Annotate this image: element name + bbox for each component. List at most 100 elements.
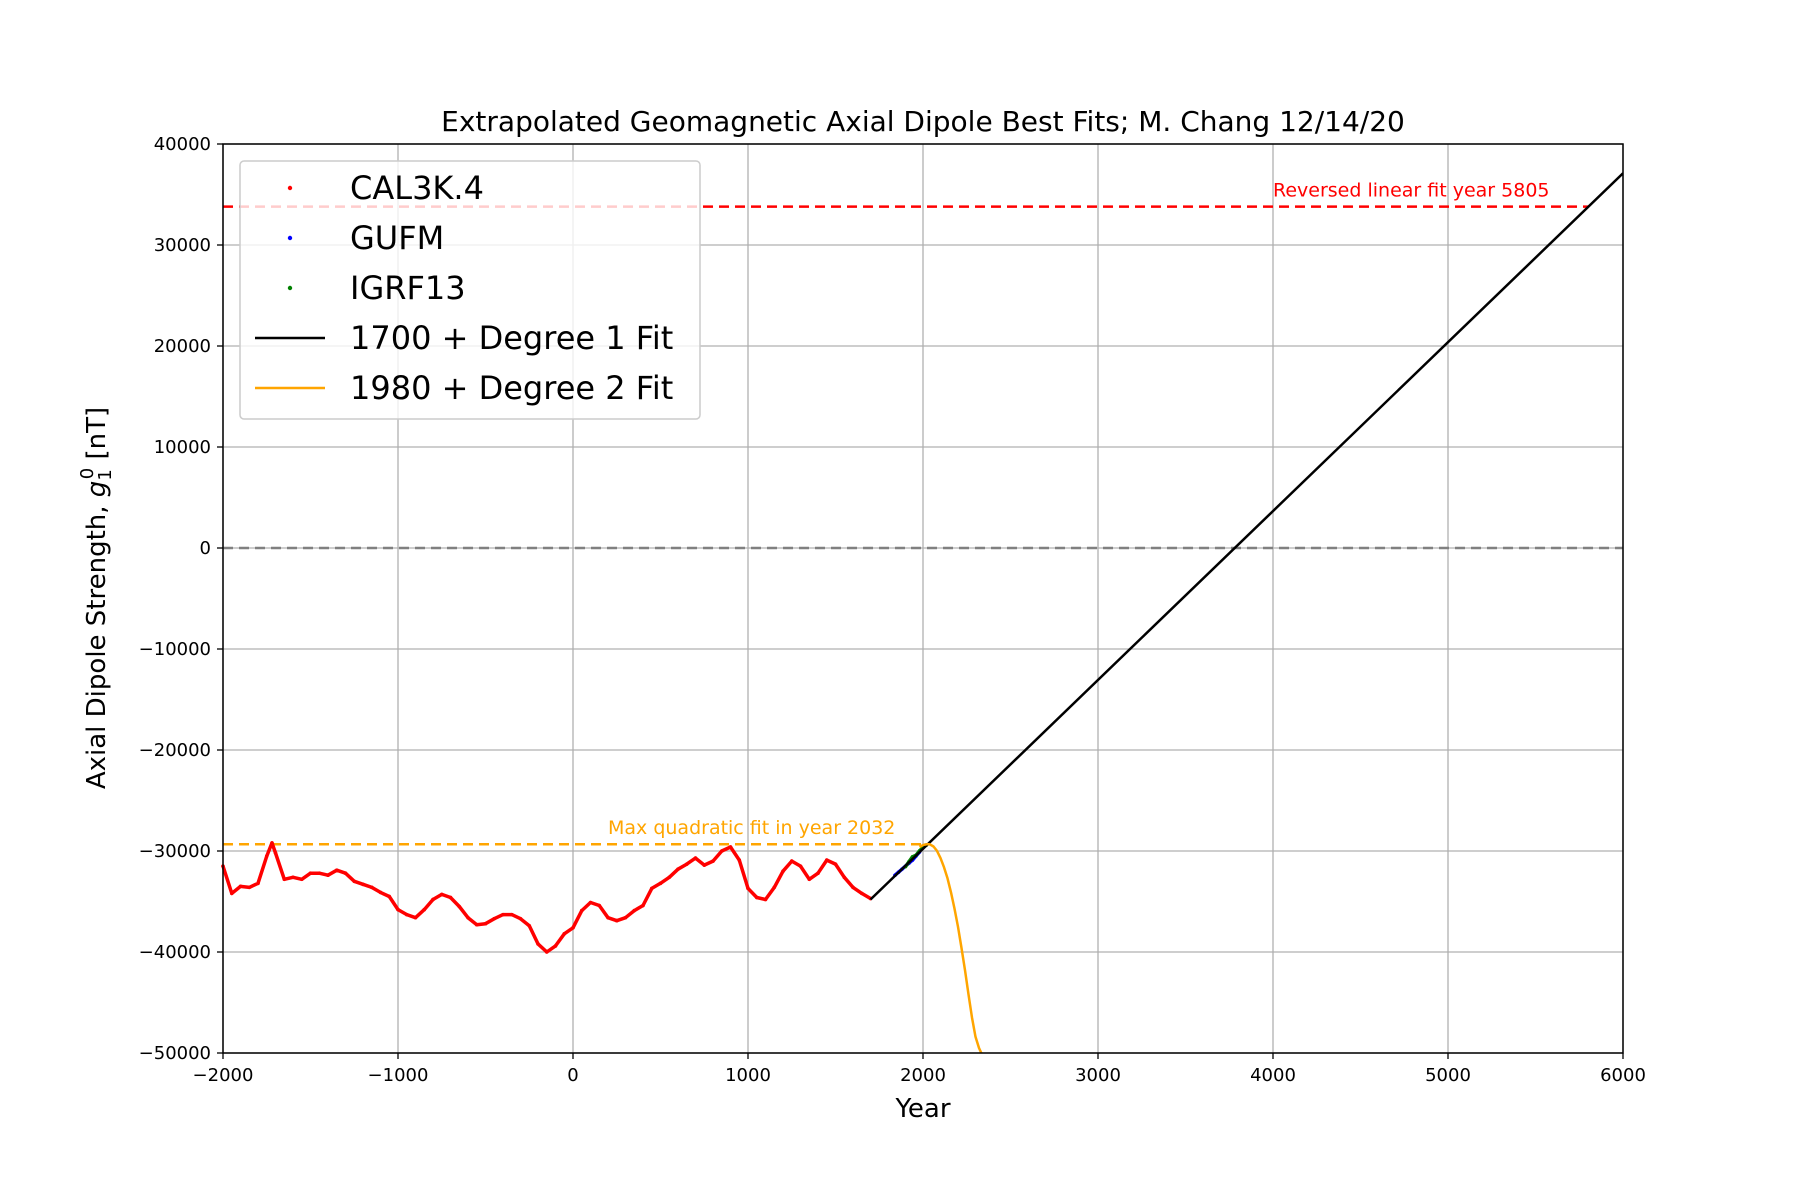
legend-swatch xyxy=(287,235,293,241)
data-point xyxy=(369,885,374,890)
annotation-0: Reversed linear fit year 5805 xyxy=(1273,180,1550,202)
x-tick-label: 3000 xyxy=(1075,1065,1121,1086)
x-tick-label: 2000 xyxy=(900,1065,946,1086)
data-point xyxy=(343,871,348,876)
data-point xyxy=(737,858,742,862)
legend-entry-label: 1980 + Degree 2 Fit xyxy=(350,369,673,407)
x-tick-label: 1000 xyxy=(725,1065,771,1086)
data-point xyxy=(439,892,444,897)
data-point xyxy=(562,932,567,936)
x-tick-label: −1000 xyxy=(368,1065,429,1086)
series-line-3 xyxy=(869,172,1623,901)
legend-entry-label: IGRF13 xyxy=(350,269,466,307)
data-point xyxy=(448,895,453,900)
data-point xyxy=(711,859,715,863)
data-point xyxy=(597,903,602,908)
y-tick-label: 30000 xyxy=(154,235,211,256)
data-point xyxy=(308,871,313,876)
data-point xyxy=(833,862,838,866)
y-axis-label-symbol: g xyxy=(82,481,112,498)
data-point xyxy=(527,923,532,928)
y-tick-label: −20000 xyxy=(139,740,211,761)
data-point xyxy=(273,851,278,855)
data-point xyxy=(807,877,812,882)
legend-entry-label: 1700 + Degree 1 Fit xyxy=(350,319,673,357)
annotation-1: Max quadratic fit in year 2032 xyxy=(608,817,895,839)
data-point xyxy=(606,915,610,920)
y-axis-label: Axial Dipole Strength, g10 [nT] xyxy=(77,407,116,789)
data-point xyxy=(326,873,330,878)
data-point xyxy=(396,907,400,912)
series-trace-0 xyxy=(221,841,873,954)
data-point xyxy=(474,922,479,927)
data-point xyxy=(422,907,427,912)
data-point xyxy=(789,859,794,863)
x-tick-label: 6000 xyxy=(1600,1065,1646,1086)
data-point xyxy=(483,921,488,926)
legend-box xyxy=(239,160,701,420)
data-point xyxy=(238,884,243,889)
data-point xyxy=(501,912,505,917)
legend-swatch xyxy=(287,285,293,291)
y-tick-label: −40000 xyxy=(139,942,211,963)
data-point xyxy=(518,916,523,921)
y-tick-label: −10000 xyxy=(139,639,211,660)
annotations: Reversed linear fit year 5805 Max quadrat… xyxy=(608,180,1550,839)
y-axis-label-sup: 0 xyxy=(77,468,98,479)
data-point xyxy=(851,885,855,890)
data-point xyxy=(684,862,689,866)
data-point xyxy=(667,875,672,880)
y-tick-label: −30000 xyxy=(139,841,211,862)
data-point xyxy=(536,942,540,946)
data-point xyxy=(299,877,304,882)
data-point xyxy=(413,915,418,920)
data-point xyxy=(264,854,269,858)
legend-entry-label: CAL3K.4 xyxy=(350,169,484,207)
axis-ticks: −2000 −1000 0 1000 2000 3000 4000 5000 6000−5000… xyxy=(139,134,1646,1086)
legend-swatch xyxy=(287,185,293,191)
data-point xyxy=(676,867,680,871)
data-point xyxy=(728,845,733,849)
data-point xyxy=(282,877,287,882)
data-point xyxy=(693,856,698,860)
series-line-4 xyxy=(918,842,983,1053)
data-point xyxy=(649,886,654,891)
y-tick-label: 10000 xyxy=(154,437,211,458)
data-point xyxy=(352,879,357,884)
legend-entry-label: GUFM xyxy=(350,219,444,257)
data-point xyxy=(457,904,462,909)
data-point xyxy=(387,894,392,899)
legend: CAL3K.4 GUFM IGRF13 1700 + Degree 1 Fit 1980… xyxy=(239,160,701,420)
y-axis-label-sub: 1 xyxy=(95,469,116,480)
data-point xyxy=(317,871,322,876)
y-tick-label: 20000 xyxy=(154,336,211,357)
data-point xyxy=(229,891,234,896)
plot-series xyxy=(221,172,1623,1053)
data-point xyxy=(772,885,777,890)
data-point xyxy=(781,869,785,873)
y-tick-label: −50000 xyxy=(139,1043,211,1064)
data-point xyxy=(492,916,497,921)
data-point xyxy=(291,875,295,880)
data-point xyxy=(842,875,847,880)
data-point xyxy=(658,881,663,886)
data-point xyxy=(579,908,584,913)
data-point xyxy=(404,912,409,917)
y-axis-label-unit: [nT] xyxy=(82,407,112,468)
y-axis-label-prefix: Axial Dipole Strength, xyxy=(82,497,112,789)
x-tick-label: 0 xyxy=(567,1065,578,1086)
data-point xyxy=(553,944,558,948)
x-axis-label: Year xyxy=(894,1094,950,1124)
data-point xyxy=(754,895,759,900)
data-point xyxy=(623,915,628,920)
data-point xyxy=(270,841,274,845)
x-tick-label: −2000 xyxy=(193,1065,254,1086)
data-point xyxy=(824,858,829,862)
data-point xyxy=(247,885,252,890)
data-point xyxy=(632,908,637,913)
data-point xyxy=(431,897,435,902)
data-point xyxy=(571,925,575,930)
data-point xyxy=(719,849,724,853)
data-point xyxy=(859,891,864,896)
